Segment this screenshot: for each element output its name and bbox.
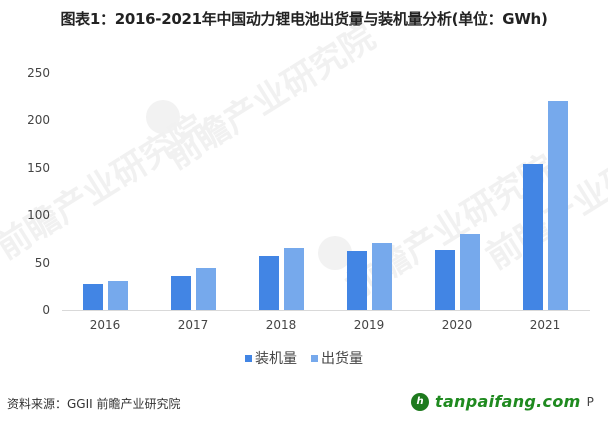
bar-installed-2020[interactable] — [435, 249, 455, 310]
site-logo[interactable]: h tanpaifang.com P — [411, 392, 594, 411]
legend-item-installed[interactable]: 装机量 — [245, 348, 297, 368]
logo-text: tanpaifang.com — [435, 392, 581, 411]
x-tick-label: 2018 — [265, 318, 297, 332]
leaf-logo-icon: h — [411, 392, 429, 411]
bar-installed-2018[interactable] — [259, 255, 279, 310]
logo-suffix: P — [586, 394, 594, 409]
legend-label: 出货量 — [321, 351, 363, 367]
x-axis-line — [62, 310, 590, 311]
chart-title: 图表1：2016-2021年中国动力锂电池出货量与装机量分析(单位：GWh) — [60, 10, 548, 28]
y-tick-label: 100 — [27, 208, 50, 223]
bar-shipments-2017[interactable] — [196, 267, 216, 310]
bar-installed-2016[interactable] — [83, 283, 103, 310]
y-tick-label: 50 — [34, 255, 50, 270]
legend: 装机量 出货量 — [0, 348, 608, 368]
bar-shipments-2019[interactable] — [372, 242, 392, 310]
legend-swatch-icon — [311, 354, 318, 362]
x-tick-label: 2016 — [89, 318, 121, 332]
legend-item-shipments[interactable]: 出货量 — [311, 348, 363, 368]
watermark-logo-icon — [146, 100, 180, 134]
legend-swatch-icon — [245, 354, 252, 362]
bar-installed-2021[interactable] — [523, 163, 543, 310]
y-tick-label: 250 — [27, 66, 50, 80]
bar-shipments-2018[interactable] — [284, 248, 304, 310]
x-tick-label: 2017 — [177, 318, 209, 332]
x-tick-label: 2020 — [441, 318, 473, 332]
x-tick-label: 2019 — [353, 318, 385, 332]
watermark-logo-icon — [318, 236, 352, 270]
x-tick-label: 2021 — [529, 318, 561, 332]
y-tick-label: 0 — [42, 303, 50, 317]
watermark: 前瞻产业研究院 — [159, 17, 383, 178]
bar-installed-2019[interactable] — [347, 251, 367, 310]
legend-label: 装机量 — [255, 351, 297, 367]
y-tick-label: 200 — [27, 113, 50, 128]
bar-shipments-2021[interactable] — [548, 101, 568, 310]
bar-shipments-2020[interactable] — [460, 234, 480, 310]
source-note: 资料来源：GGII 前瞻产业研究院 — [7, 397, 181, 411]
y-tick-label: 150 — [27, 160, 50, 175]
bar-installed-2017[interactable] — [171, 275, 191, 310]
bar-shipments-2016[interactable] — [108, 280, 128, 310]
